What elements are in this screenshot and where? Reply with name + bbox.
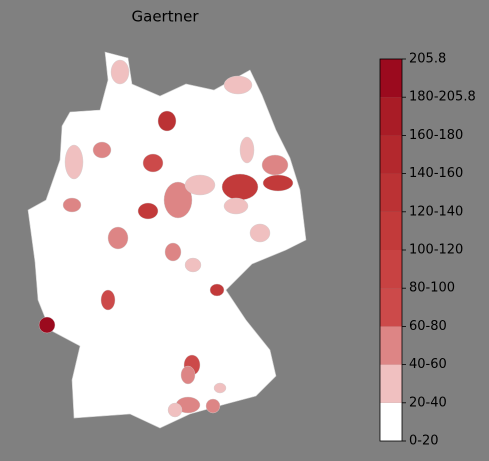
colorbar-label: 100-120 xyxy=(409,243,463,258)
region xyxy=(92,141,112,159)
colorbar-label: 40-60 xyxy=(409,357,447,372)
region xyxy=(213,382,227,394)
colorbar-band xyxy=(380,211,402,250)
germany-map xyxy=(27,51,307,429)
colorbar-band xyxy=(380,326,402,365)
region xyxy=(142,153,164,173)
region xyxy=(262,174,294,192)
region xyxy=(62,197,82,213)
colorbar-band xyxy=(380,173,402,212)
region xyxy=(100,289,116,311)
region xyxy=(239,136,255,164)
colorbar-label: 20-40 xyxy=(409,395,447,410)
map-title: Gaertner xyxy=(132,8,200,26)
region xyxy=(223,197,249,215)
colorbar-band xyxy=(380,135,402,174)
colorbar-band xyxy=(380,364,402,403)
region xyxy=(64,144,84,180)
region xyxy=(180,365,196,385)
region xyxy=(167,402,183,418)
region xyxy=(205,398,221,414)
region xyxy=(221,173,259,201)
regions xyxy=(38,59,294,418)
colorbar-label: 80-100 xyxy=(409,281,455,296)
region xyxy=(184,174,216,196)
colorbar: 0-20 20-40 40-60 60-80 80-100 100-120 120-140 1… xyxy=(379,52,476,449)
region xyxy=(137,202,159,220)
colorbar-label: 140-160 xyxy=(409,166,463,181)
colorbar-label: 205.8 xyxy=(409,52,446,67)
region xyxy=(209,283,225,297)
region xyxy=(107,226,129,250)
colorbar-band xyxy=(380,402,402,441)
region xyxy=(38,316,56,334)
colorbar-label: 160-180 xyxy=(409,128,463,143)
colorbar-band xyxy=(380,59,402,98)
region xyxy=(157,110,177,132)
colorbar-band xyxy=(380,250,402,289)
colorbar-band xyxy=(380,97,402,136)
colorbar-band xyxy=(380,288,402,327)
colorbar-label: 180-205.8 xyxy=(409,90,476,105)
colorbar-label: 0-20 xyxy=(409,434,439,449)
region xyxy=(164,242,182,262)
region xyxy=(184,257,202,273)
region xyxy=(163,181,193,219)
region xyxy=(249,223,271,243)
region xyxy=(223,75,253,95)
region xyxy=(261,154,289,176)
colorbar-label: 120-140 xyxy=(409,204,463,219)
region xyxy=(110,59,130,85)
colorbar-label: 60-80 xyxy=(409,319,447,334)
